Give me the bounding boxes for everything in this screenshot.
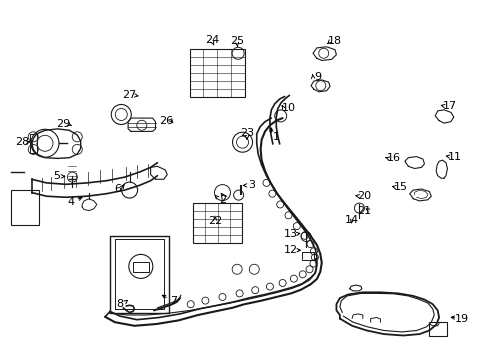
- Text: 26: 26: [159, 116, 173, 126]
- Text: 28: 28: [15, 137, 29, 147]
- Text: 29: 29: [56, 119, 71, 129]
- Bar: [11, 190, 39, 225]
- Text: 8: 8: [116, 299, 123, 309]
- Text: 9: 9: [314, 72, 321, 82]
- Text: 6: 6: [114, 184, 121, 194]
- Text: 16: 16: [386, 153, 400, 163]
- Text: 19: 19: [454, 314, 468, 324]
- Text: 10: 10: [281, 103, 295, 113]
- Text: 25: 25: [230, 36, 244, 46]
- Text: 1: 1: [272, 132, 279, 142]
- Text: 24: 24: [205, 35, 220, 45]
- Text: 14: 14: [345, 215, 358, 225]
- Bar: [189, 49, 244, 97]
- Text: 7: 7: [170, 296, 177, 306]
- Bar: [133, 262, 148, 273]
- Text: 22: 22: [207, 216, 222, 226]
- Text: 2: 2: [219, 195, 225, 205]
- Text: 15: 15: [393, 182, 407, 192]
- Text: 5: 5: [53, 171, 60, 181]
- Text: 11: 11: [447, 152, 461, 162]
- Bar: [428, 322, 447, 336]
- Text: 12: 12: [284, 245, 297, 255]
- Text: 13: 13: [284, 229, 297, 239]
- Text: 23: 23: [240, 128, 253, 138]
- Text: 20: 20: [357, 191, 370, 201]
- Bar: [302, 252, 314, 260]
- Text: 21: 21: [357, 206, 370, 216]
- Bar: [193, 203, 242, 243]
- Text: 17: 17: [442, 101, 456, 111]
- Text: 4: 4: [67, 197, 74, 207]
- Text: 3: 3: [248, 180, 255, 190]
- Text: 18: 18: [327, 36, 341, 46]
- Text: 27: 27: [122, 90, 137, 100]
